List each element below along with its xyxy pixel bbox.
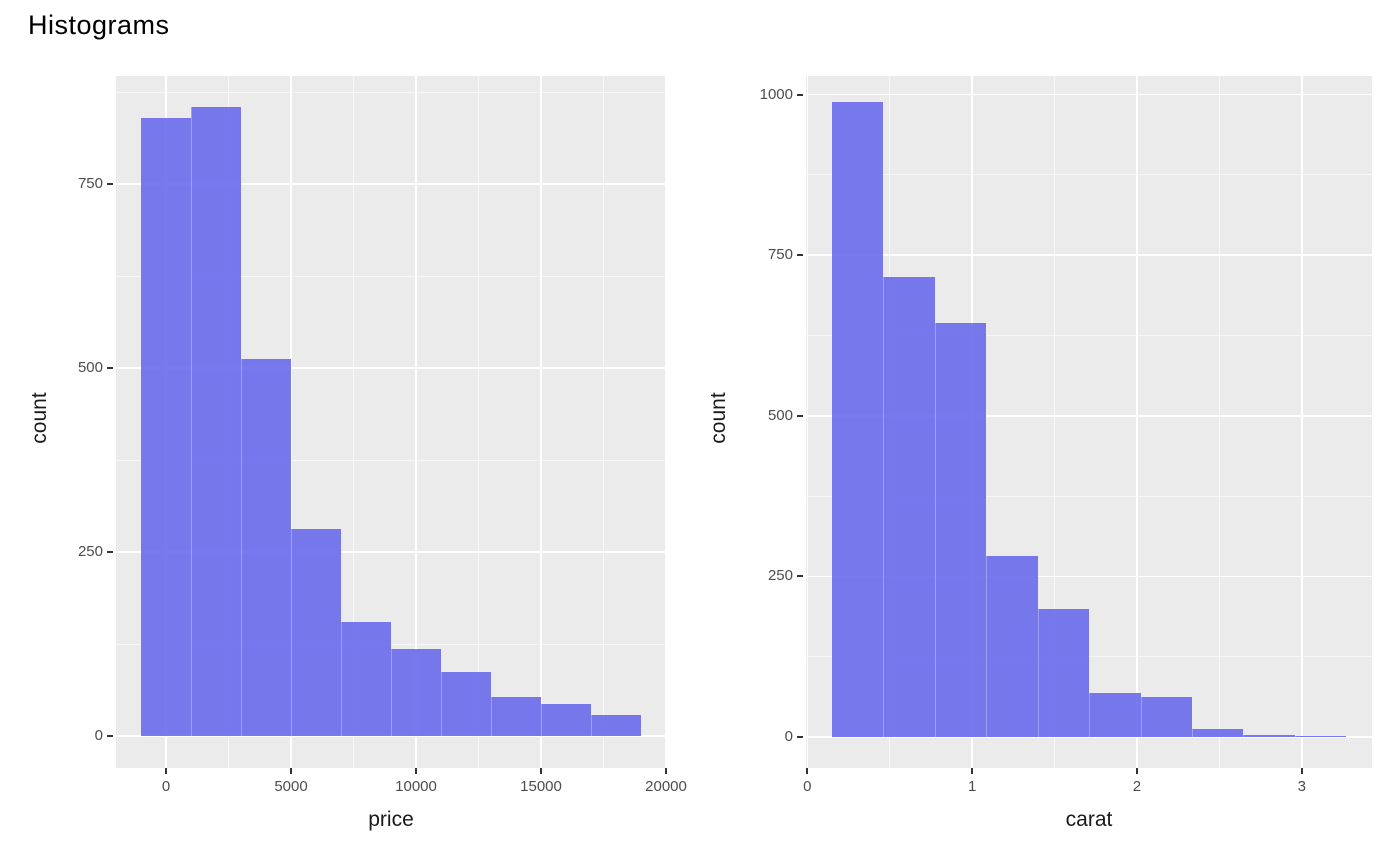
gridline-y-minor [116,459,666,461]
gridline-x-major [290,76,292,768]
x-axis-tick-mark [415,768,417,774]
histogram-bar [191,106,241,736]
price-histogram-panel [116,76,666,768]
carat-histogram-y-axis-title: count [707,392,730,444]
histogram-bar [1192,728,1244,737]
gridline-y-major [806,575,1372,578]
histogram-bar [986,555,1038,737]
y-axis-tick-label: 250 [767,567,793,585]
histogram-bar [934,322,987,737]
y-axis-tick-mark [797,414,803,417]
x-axis-tick-mark [665,768,667,774]
histogram-bar [441,671,491,736]
x-axis-tick-mark [1300,768,1303,774]
gridline-x-minor [353,76,354,768]
price-histogram-y-axis-title: count [28,392,51,444]
y-axis-tick-label: 750 [767,246,793,264]
y-axis-tick-label: 500 [77,359,103,377]
gridline-x-major [540,76,542,768]
gridline-x-major [1301,76,1303,768]
histogram-bar [291,528,341,736]
gridline-y-major [116,183,666,185]
gridline-y-major [116,551,666,553]
x-axis-tick-label: 1 [967,778,977,795]
histogram-bar [341,621,391,736]
y-axis-tick-label: 0 [784,728,793,745]
histogram-bar [1243,735,1295,737]
histogram-bar [1089,692,1141,737]
x-axis-tick-label: 0 [161,778,171,795]
y-axis-tick-mark [797,736,803,738]
histogram-bar [1037,608,1090,737]
x-axis-tick-label: 20000 [645,778,687,795]
gridline-y-major [806,415,1372,417]
gridline-y-minor [806,495,1372,497]
carat-histogram-panel [806,76,1372,768]
y-axis-tick-label: 1000 [759,85,793,103]
gridline-x-major [806,76,809,768]
histogram-bar [541,703,591,736]
y-axis-tick-label: 500 [767,406,793,424]
x-axis-tick-label: 3 [1297,778,1306,795]
gridline-y-minor [806,335,1372,337]
carat-histogram-x-axis-title: carat [1065,808,1113,831]
y-axis-tick-mark [797,254,803,257]
gridline-y-major [116,367,666,369]
x-axis-tick-mark [1135,768,1138,774]
x-axis-tick-mark [165,768,167,774]
x-axis-tick-label: 2 [1132,778,1142,795]
gridline-x-minor [603,76,604,768]
y-axis-tick-mark [797,93,803,96]
x-axis-tick-label: 0 [803,778,812,795]
gridline-y-minor [116,275,666,277]
histogram-bar [241,359,291,736]
gridline-x-minor [1218,76,1220,768]
gridline-y-minor [116,643,666,645]
y-axis-tick-mark [107,367,113,370]
gridline-y-minor [116,91,666,93]
y-axis-tick-label: 0 [94,727,103,744]
x-axis-tick-mark [540,768,542,774]
gridline-x-major [415,76,417,768]
gridline-y-major [806,93,1372,96]
x-axis-tick-label: 5000 [274,778,308,795]
x-axis-tick-mark [290,768,292,774]
histogram-bar [832,102,884,737]
gridline-y-minor [806,174,1372,176]
y-axis-tick-label: 250 [77,543,103,561]
gridline-x-minor [478,76,479,768]
x-axis-tick-label: 10000 [395,778,437,795]
x-axis-tick-mark [971,768,974,774]
x-axis-tick-label: 15000 [520,778,562,795]
histogram-bar [1140,696,1192,737]
figure-title: Histograms [28,10,170,40]
histogram-bar [491,697,541,736]
histogram-bar [141,117,191,736]
y-axis-tick-label: 750 [77,175,103,193]
histogram-bar [591,715,641,736]
histogram-bar [883,277,935,737]
x-axis-tick-mark [806,768,809,774]
gridline-x-minor [1054,76,1056,768]
histogram-bar [391,649,441,736]
y-axis-tick-mark [107,551,113,554]
histogram-bar [1294,735,1347,737]
gridline-y-major [806,254,1372,256]
y-axis-tick-mark [797,575,803,578]
y-axis-tick-mark [107,183,113,186]
gridline-x-major [1136,76,1138,768]
gridline-x-major [665,76,666,768]
y-axis-tick-mark [107,735,113,737]
gridline-y-major [806,736,1372,738]
price-histogram-x-axis-title: price [368,808,414,831]
gridline-y-major [116,735,666,737]
